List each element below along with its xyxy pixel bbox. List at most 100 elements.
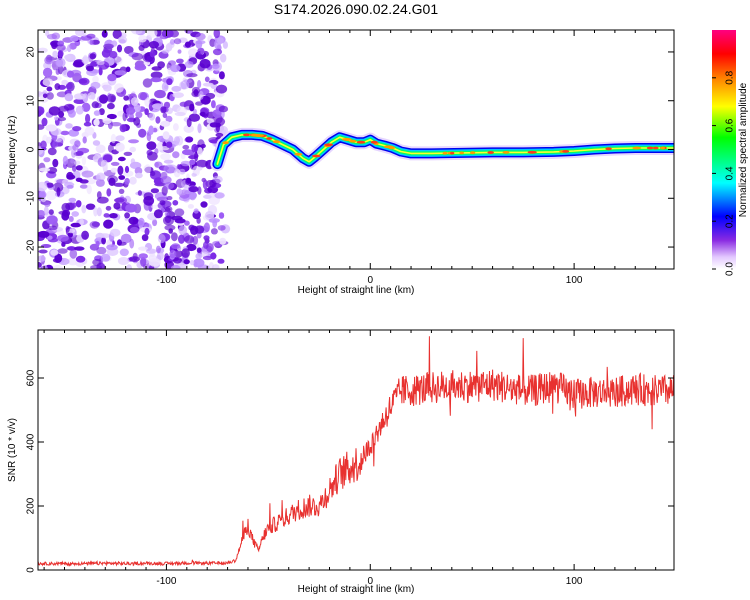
- noise-blob: [209, 179, 217, 188]
- noise-blob: [164, 215, 172, 224]
- noise-blob: [99, 94, 108, 104]
- noise-blob: [138, 246, 148, 251]
- noise-blob: [148, 112, 156, 121]
- track-hotspot: [266, 137, 273, 140]
- noise-blob: [174, 111, 186, 117]
- noise-blob: [41, 117, 48, 127]
- noise-blob: [171, 85, 182, 92]
- track-hotspot: [488, 151, 493, 154]
- noise-blob: [145, 248, 157, 254]
- snr-axes: -100 0 100 0 200 400 600: [26, 330, 674, 587]
- noise-blob: [148, 41, 159, 49]
- colorbar-label: Normalized spectral amplitude: [738, 82, 749, 217]
- noise-blob: [195, 253, 202, 260]
- noise-blob: [149, 50, 156, 58]
- noise-blob: [99, 108, 105, 116]
- track-hotspot: [341, 138, 352, 141]
- noise-blob: [81, 56, 90, 65]
- track-hotspot: [469, 151, 476, 155]
- noise-blob: [165, 206, 173, 213]
- noise-blob: [47, 225, 58, 231]
- colorbar: 0.0 0.2 0.4 0.6 0.8 Normalized spectral ampl…: [712, 30, 749, 276]
- noise-blob: [124, 177, 130, 185]
- noise-blob: [72, 126, 82, 132]
- noise-blob: [74, 93, 86, 100]
- noise-blob: [109, 50, 118, 59]
- noise-blob: [155, 116, 161, 124]
- noise-blob: [47, 235, 53, 240]
- noise-blob: [220, 53, 227, 63]
- noise-blob: [61, 202, 71, 212]
- noise-blob: [118, 156, 126, 162]
- noise-blob: [166, 196, 173, 201]
- track-hotspot: [383, 145, 394, 149]
- noise-blob: [204, 76, 210, 83]
- track-hotspot: [562, 150, 570, 153]
- noise-blob: [176, 188, 183, 195]
- noise-blob: [194, 225, 205, 234]
- noise-blob: [89, 221, 100, 229]
- noise-blob: [130, 97, 139, 106]
- noise-blob: [159, 200, 166, 206]
- noise-blob: [56, 187, 61, 197]
- spectrogram-ylabel: Frequency (Hz): [7, 116, 18, 185]
- noise-blob: [81, 230, 89, 240]
- noise-blob: [67, 257, 79, 266]
- noise-blob: [195, 159, 208, 168]
- noise-blob: [86, 33, 96, 39]
- noise-blob: [185, 136, 194, 143]
- noise-blob: [101, 49, 111, 58]
- noise-blob: [92, 75, 99, 84]
- colorbar-tick-label: 0.0: [725, 262, 736, 276]
- noise-blob: [43, 157, 51, 163]
- noise-blob: [91, 39, 100, 45]
- noise-blob: [128, 139, 139, 144]
- noise-blob: [152, 127, 158, 133]
- noise-blob: [64, 54, 71, 60]
- noise-blob: [106, 113, 117, 120]
- noise-blob: [171, 243, 181, 250]
- noise-blob: [101, 30, 108, 38]
- noise-blob: [86, 65, 94, 72]
- signal-track: [210, 127, 674, 172]
- noise-blob: [117, 36, 128, 44]
- noise-blob: [162, 131, 170, 140]
- noise-blob: [45, 124, 57, 132]
- noise-blob: [184, 41, 191, 48]
- noise-blob: [58, 111, 65, 118]
- noise-blob: [143, 195, 155, 206]
- noise-blob: [85, 113, 91, 124]
- noise-blob: [134, 64, 147, 71]
- noise-blob: [192, 165, 201, 175]
- noise-blob: [96, 246, 107, 255]
- noise-blob: [117, 165, 124, 176]
- colorbar-gradient: [712, 30, 736, 269]
- noise-blob: [195, 32, 206, 41]
- noise-blob: [82, 136, 87, 144]
- noise-blob: [72, 144, 79, 151]
- noise-blob: [160, 153, 171, 161]
- noise-blob: [42, 67, 53, 78]
- noise-blob: [144, 227, 150, 236]
- track-hotspot: [250, 133, 259, 137]
- noise-blob: [57, 50, 64, 58]
- noise-blob: [110, 167, 118, 173]
- noise-blob: [129, 176, 137, 185]
- noise-blob: [93, 118, 100, 126]
- noise-blob: [50, 249, 59, 256]
- noise-blob: [48, 209, 54, 216]
- noise-blob: [86, 184, 92, 195]
- noise-blob: [75, 150, 84, 156]
- noise-blob: [160, 120, 171, 127]
- noise-blob: [67, 232, 73, 238]
- y-tick-label: 10: [26, 95, 37, 107]
- noise-blob: [215, 132, 224, 138]
- y-tick-label: 0: [26, 146, 37, 152]
- noise-blob: [144, 108, 149, 116]
- noise-blob: [107, 73, 117, 82]
- noise-blob: [212, 109, 222, 118]
- noise-blob: [38, 106, 45, 116]
- noise-blob: [48, 106, 61, 116]
- noise-blob: [218, 71, 225, 80]
